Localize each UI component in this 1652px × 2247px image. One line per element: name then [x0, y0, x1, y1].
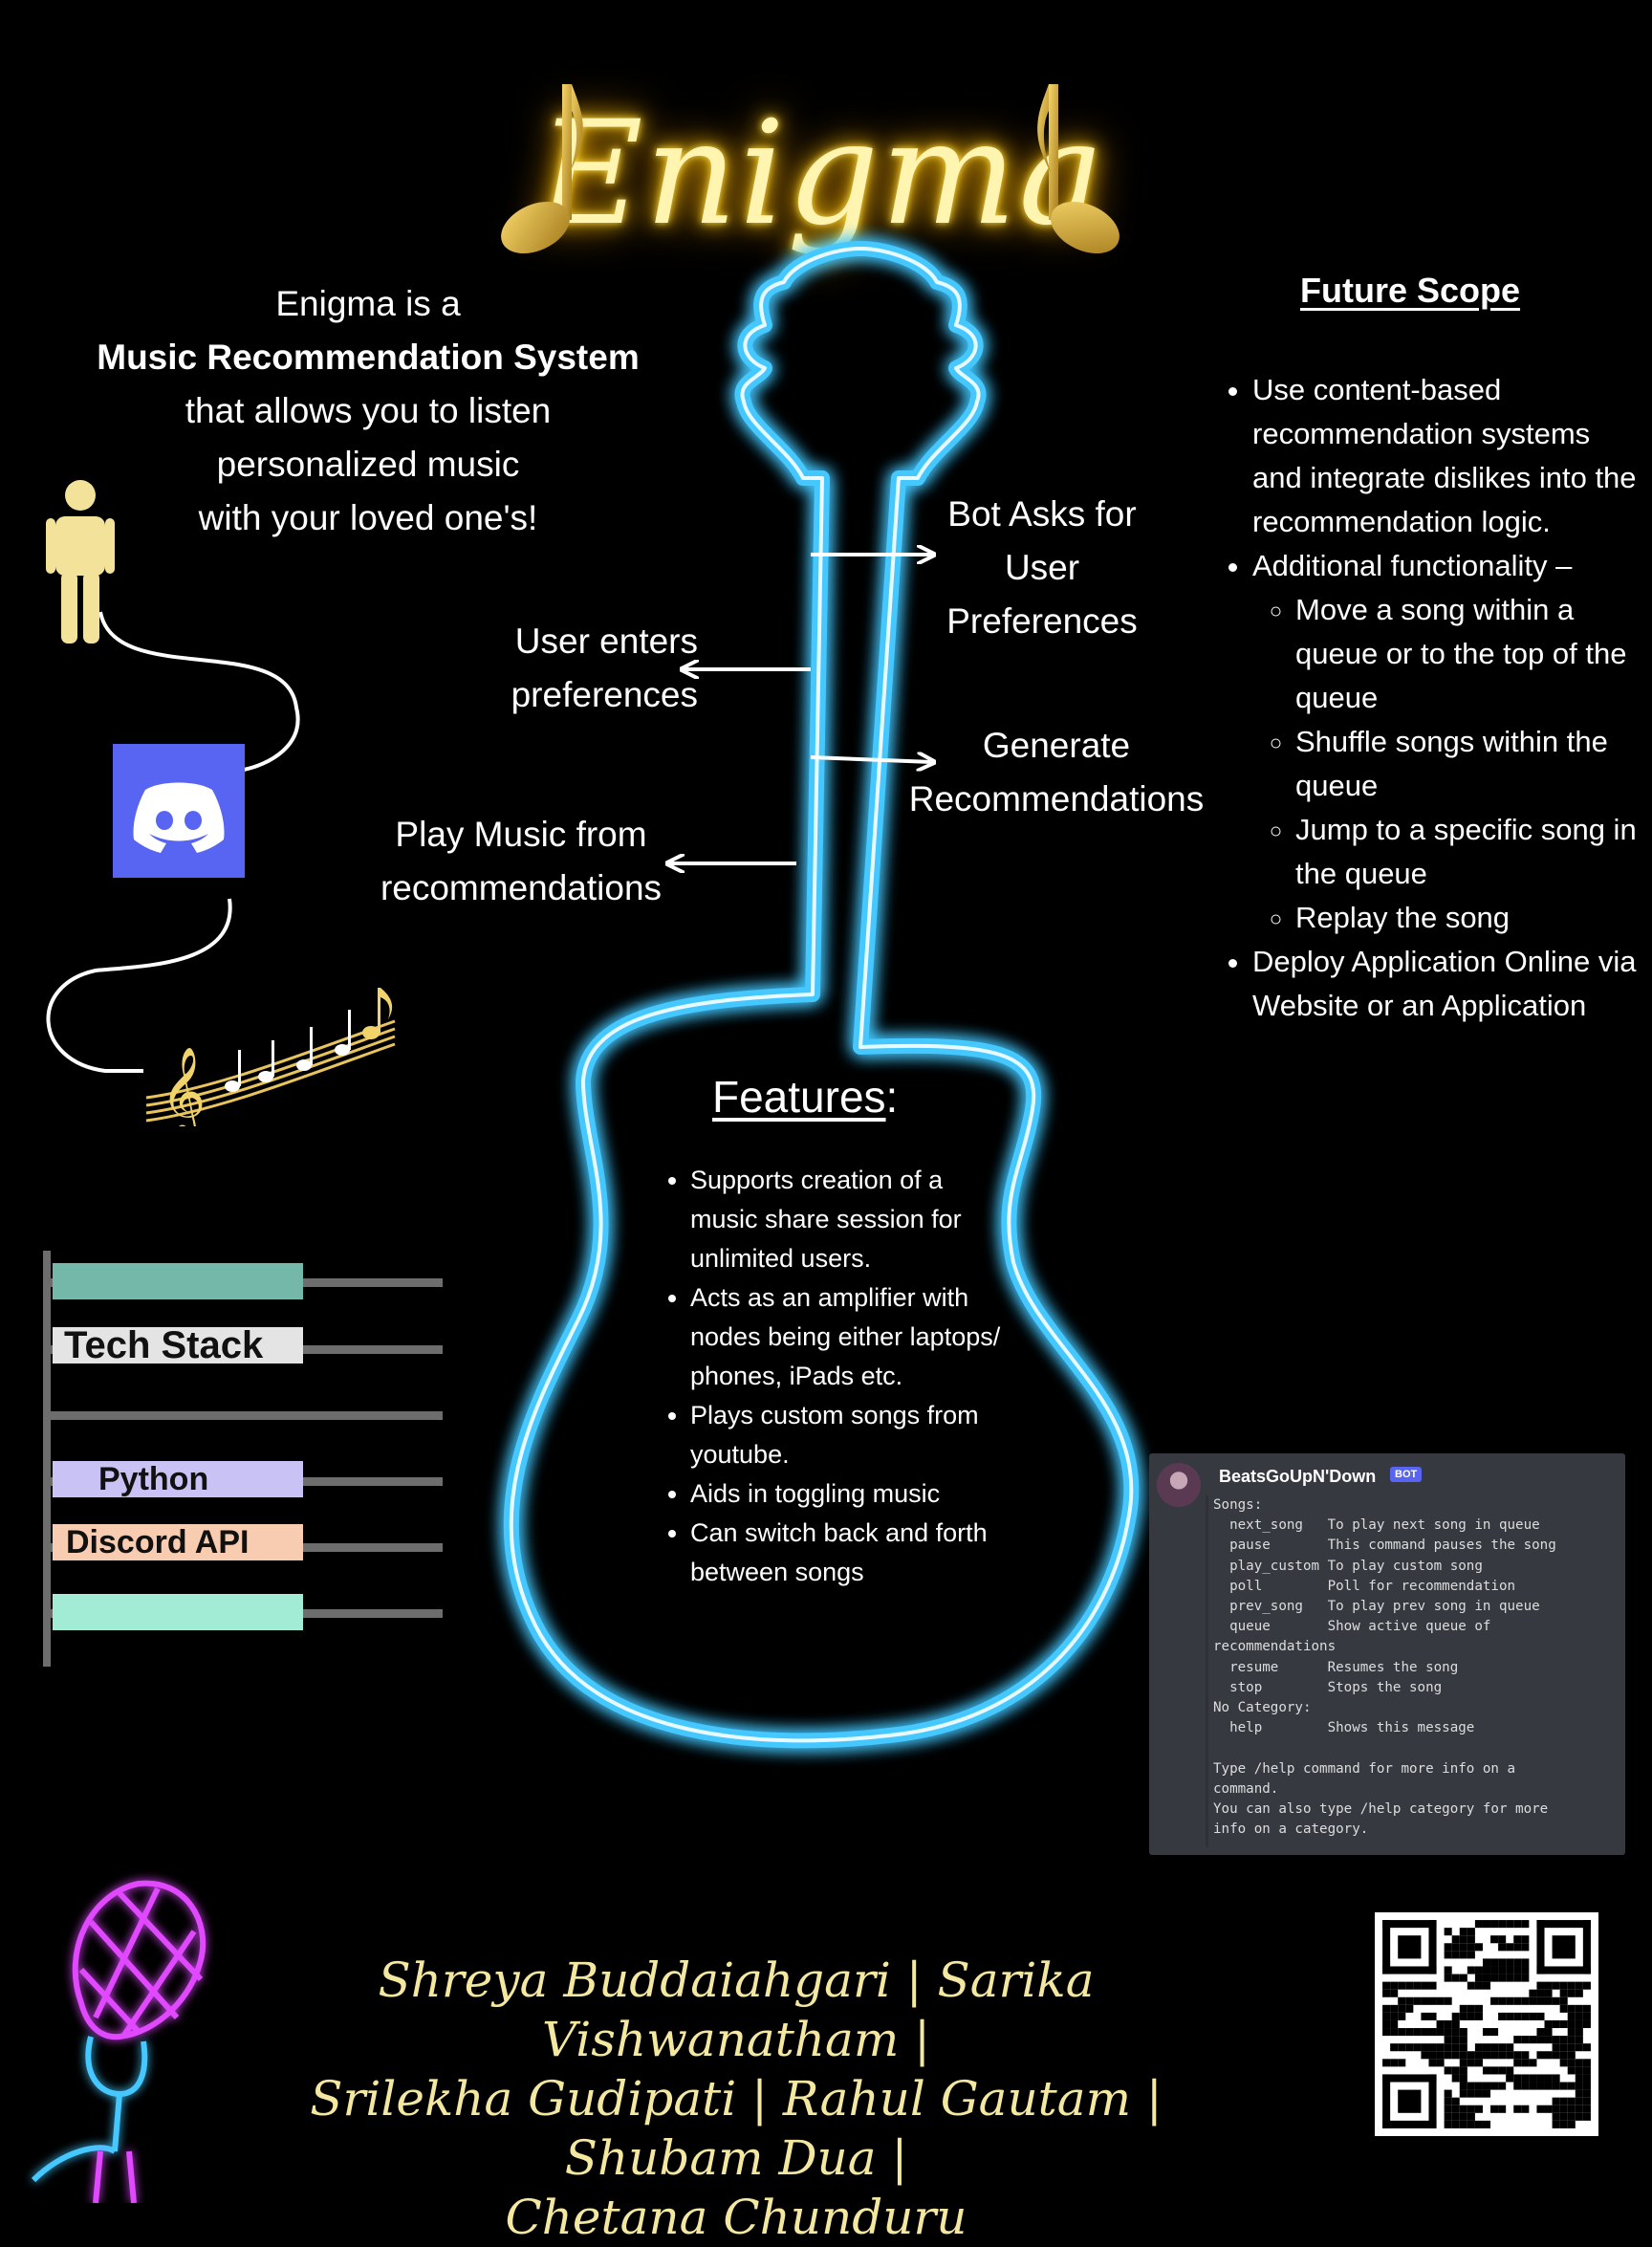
- author-line: Srilekha Gudipati | Rahul Gautam | Shuba…: [310, 2071, 1163, 2186]
- features-colon: :: [885, 1072, 899, 1122]
- bot-badge: BOT: [1390, 1467, 1423, 1482]
- page-title: Enigma: [538, 91, 1106, 257]
- list-item: Shuffle songs within the queue: [1295, 720, 1644, 808]
- flow-label: Recommendations: [908, 779, 1205, 818]
- tech-stack-title: Tech Stack: [53, 1326, 303, 1364]
- list-item: Move a song within a queue or to the top…: [1295, 588, 1644, 720]
- stack-rail: [51, 1411, 443, 1420]
- flow-label: Bot Asks for: [947, 494, 1137, 534]
- qr-code-icon[interactable]: [1375, 1912, 1598, 2136]
- features-title: Features:: [712, 1071, 1004, 1123]
- features: Features: Supports creation of a music s…: [660, 1071, 1004, 1592]
- flow-label: preferences: [511, 675, 698, 714]
- intro-line: with your loved one's!: [198, 498, 538, 537]
- stack-bar: [53, 1594, 303, 1630]
- arrow-icon: [810, 757, 932, 762]
- stack-bar: [53, 1263, 303, 1299]
- discord-help-panel: BeatsGoUpN'Down BOT Songs: next_song To …: [1149, 1453, 1625, 1855]
- list-item: Replay the song: [1295, 896, 1644, 940]
- microphone-icon: [31, 1880, 206, 2203]
- flow-generate: Generate Recommendations: [889, 719, 1224, 826]
- future-scope: Future Scope Use content-based recommend…: [1214, 271, 1644, 1028]
- list-item: Can switch back and forth between songs: [690, 1514, 1004, 1592]
- future-scope-list: Use content-based recommendation systems…: [1214, 368, 1644, 1028]
- intro-text: Enigma is a Music Recommendation System …: [57, 277, 679, 545]
- discord-logo-icon: [113, 744, 245, 878]
- music-note-icon: [501, 84, 583, 254]
- future-scope-title: Future Scope: [1300, 271, 1521, 310]
- svg-text:𝄞: 𝄞: [161, 1046, 206, 1126]
- list-item-text: Additional functionality –: [1252, 549, 1573, 582]
- list-item: Acts as an amplifier with nodes being ei…: [690, 1278, 1004, 1396]
- music-note-icon: [1037, 84, 1119, 254]
- authors: Shreya Buddaiahgari | Sarika Vishwanatha…: [229, 1951, 1243, 2247]
- flow-user-enters: User enters preferences: [440, 615, 698, 722]
- flow-label: Generate: [982, 726, 1131, 765]
- flow-play-music: Play Music from recommendations: [344, 808, 698, 915]
- flow-label: User: [1004, 548, 1080, 587]
- flow-label: User enters: [514, 622, 698, 661]
- intro-line: Enigma is a: [275, 284, 461, 323]
- person-icon: [46, 480, 115, 644]
- intro-highlight: Music Recommendation System: [97, 338, 640, 377]
- author-line: Shreya Buddaiahgari | Sarika Vishwanatha…: [378, 1952, 1095, 2067]
- tech-python: Python: [53, 1461, 303, 1497]
- list-item: Jump to a specific song in the queue: [1295, 808, 1644, 896]
- avatar: [1157, 1463, 1201, 1507]
- list-item: Plays custom songs from youtube.: [690, 1396, 1004, 1474]
- flow-label: recommendations: [380, 868, 663, 907]
- flow-label: Play Music from: [395, 815, 647, 854]
- list-item: Supports creation of a music share sessi…: [690, 1161, 1004, 1278]
- list-item: Use content-based recommendation systems…: [1252, 368, 1644, 544]
- list-item: Aids in toggling music: [690, 1474, 1004, 1514]
- intro-line: that allows you to listen: [185, 391, 552, 430]
- music-staff-icon: 𝄞: [145, 988, 396, 1126]
- flow-label: Preferences: [946, 601, 1138, 641]
- intro-line: personalized music: [216, 445, 520, 484]
- features-title-text: Features: [712, 1072, 886, 1122]
- tech-stack: Tech Stack Python Discord API: [43, 1251, 445, 1667]
- help-text: Songs: next_song To play next song in qu…: [1213, 1497, 1556, 1838]
- author-line: Chetana Chunduru: [505, 2190, 967, 2245]
- list-item: Additional functionality – Move a song w…: [1252, 544, 1644, 940]
- tech-discord-api: Discord API: [53, 1524, 303, 1560]
- bot-name: BeatsGoUpN'Down: [1219, 1467, 1377, 1486]
- flow-bot-asks: Bot Asks for User Preferences: [899, 488, 1185, 648]
- stack-pole: [43, 1251, 51, 1667]
- sub-list: Move a song within a queue or to the top…: [1252, 588, 1644, 940]
- embed-border: [1206, 1495, 1208, 1847]
- features-list: Supports creation of a music share sessi…: [660, 1161, 1004, 1592]
- list-item: Deploy Application Online via Website or…: [1252, 940, 1644, 1028]
